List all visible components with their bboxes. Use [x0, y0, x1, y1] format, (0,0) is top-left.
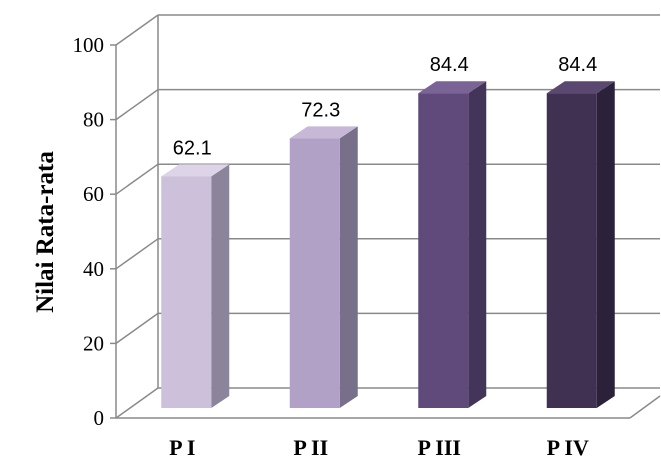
bar-top: [161, 164, 230, 177]
data-label: 84.4: [430, 54, 469, 76]
bar-top: [289, 126, 358, 139]
bar-top: [546, 81, 615, 94]
y-tick-label: 100: [73, 33, 105, 57]
gridline-wall: [115, 387, 159, 419]
x-tick-label: P IV: [547, 435, 589, 460]
axes: [110, 44, 661, 419]
bar-side: [596, 81, 615, 409]
bar: [546, 93, 597, 409]
gridline-wall: [115, 238, 159, 270]
data-label: 84.4: [558, 54, 597, 76]
bars: [161, 81, 615, 409]
data-label: 62.1: [173, 137, 212, 159]
bar: [161, 176, 212, 408]
gridline-wall: [115, 163, 159, 195]
bar: [418, 93, 469, 409]
bar-top: [418, 81, 487, 94]
labels: 0 20 40 60 80 100 62.1 P I 72.3 P II 84.4 P III 84.4…: [73, 33, 598, 460]
data-label: 72.3: [301, 99, 340, 121]
gridline-wall: [115, 312, 159, 345]
bar-side: [468, 81, 487, 409]
y-tick-label: 80: [83, 108, 104, 132]
x-tick-label: P III: [418, 435, 461, 460]
gridline-wall: [115, 88, 159, 121]
bar-side: [211, 164, 230, 408]
floor-edge: [629, 395, 661, 419]
y-tick-label: 20: [83, 331, 104, 355]
x-tick-label: P I: [169, 435, 195, 460]
y-tick-label: 40: [83, 257, 104, 281]
gridline-wall: [115, 14, 159, 46]
bar: [289, 138, 340, 409]
x-tick-label: P II: [293, 435, 328, 460]
bar-side: [339, 126, 358, 409]
y-axis-label: Nilai Rata-rata: [32, 151, 59, 313]
y-tick-label: 0: [94, 406, 105, 430]
y-tick-label: 60: [83, 182, 104, 206]
